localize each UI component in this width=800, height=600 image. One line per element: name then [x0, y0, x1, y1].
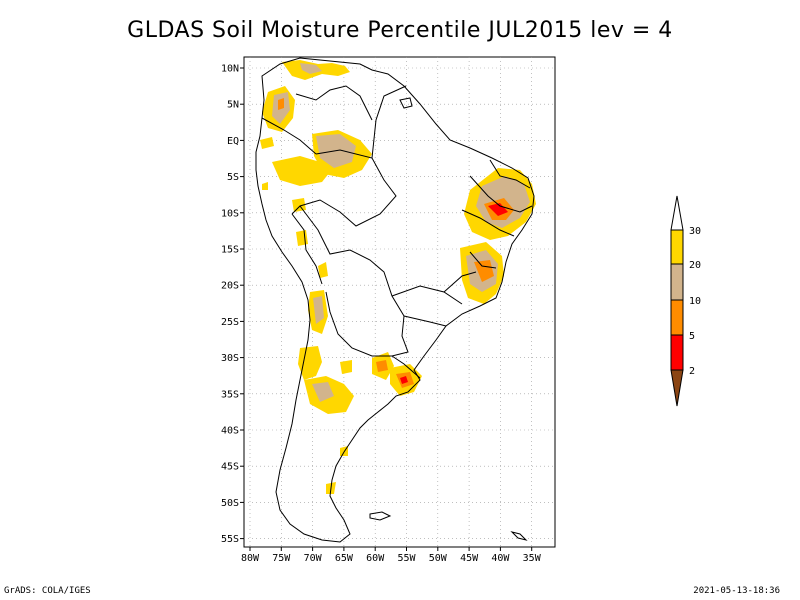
latitude-tick-label: 10N [221, 64, 239, 75]
map-frame [243, 56, 556, 548]
footer-left: GrADS: COLA/IGES [4, 586, 91, 596]
colorbar: 30 20 10 5 2 [670, 195, 701, 407]
longitude-tick-label: 70W [304, 553, 323, 564]
latitude-tick-label: EQ [227, 136, 239, 147]
latitude-tick-label: 30S [221, 353, 239, 364]
longitude-labels: 80W 75W 70W 65W 60W 55W 50W 45W 40W 35W [241, 547, 542, 564]
latitude-tick-label: 20S [221, 281, 239, 292]
longitude-tick-label: 80W [241, 553, 260, 564]
latitude-tick-label: 25S [221, 317, 239, 328]
colorbar-swatch-5-10 [670, 299, 684, 336]
colorbar-label: 20 [689, 260, 701, 271]
longitude-tick-label: 55W [397, 553, 416, 564]
colorbar-label: 2 [689, 366, 695, 377]
colorbar-swatch-10-20 [670, 263, 684, 301]
colorbar-bottom-triangle [670, 369, 684, 407]
colorbar-swatch-20-30 [670, 229, 684, 265]
latitude-tick-label: 40S [221, 426, 239, 437]
colorbar-label: 30 [689, 226, 701, 237]
colorbar-swatch-2-5 [670, 334, 684, 371]
latitude-tick-label: 35S [221, 389, 239, 400]
latitude-tick-label: 45S [221, 462, 239, 473]
colorbar-label: 5 [689, 331, 695, 342]
coastlines [255, 57, 535, 543]
islands [369, 97, 528, 541]
longitude-tick-label: 65W [335, 553, 354, 564]
longitude-tick-label: 75W [272, 553, 291, 564]
colorbar-label: 10 [689, 296, 701, 307]
latitude-tick-label: 50S [221, 498, 239, 509]
longitude-tick-label: 40W [491, 553, 510, 564]
longitude-tick-label: 45W [460, 553, 479, 564]
colorbar-top-triangle [670, 195, 684, 231]
latitude-labels: 10N 5N EQ 5S 10S 15S 20S 25S 30S 35S 40S 45S 50S 55S [221, 64, 244, 545]
map-title: GLDAS Soil Moisture Percentile JUL2015 l… [127, 18, 673, 43]
longitude-tick-label: 50W [429, 553, 448, 564]
latitude-tick-label: 5S [227, 172, 239, 183]
shaded-regions [260, 60, 536, 494]
longitude-tick-label: 60W [366, 553, 385, 564]
latitude-tick-label: 5N [227, 100, 239, 111]
latitude-tick-label: 15S [221, 245, 239, 256]
longitude-tick-label: 35W [523, 553, 542, 564]
latitude-tick-label: 10S [221, 208, 239, 219]
footer-right: 2021-05-13-18:36 [693, 586, 780, 596]
latitude-tick-label: 55S [221, 534, 239, 545]
